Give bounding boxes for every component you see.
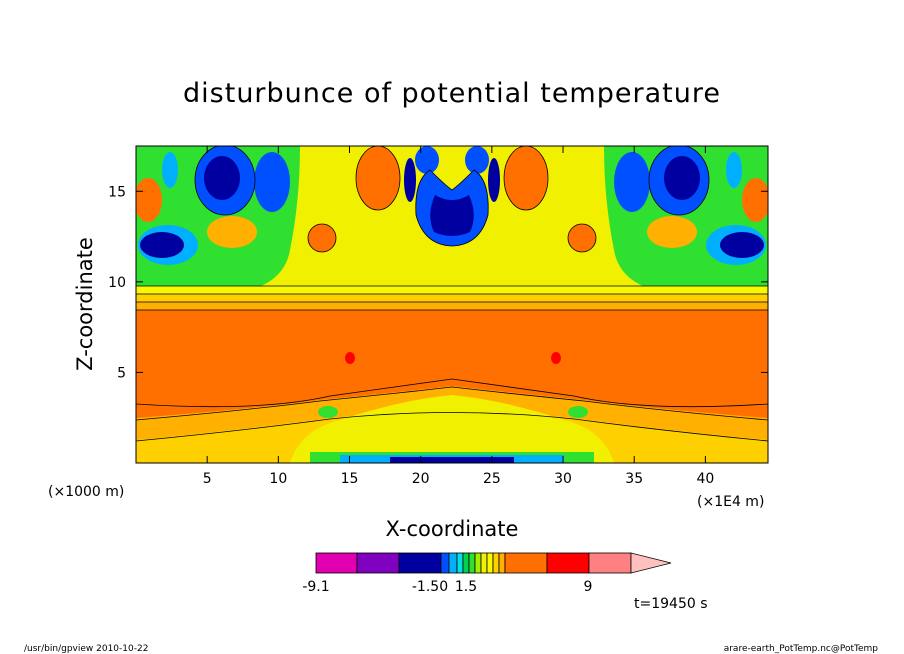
blue-blob-right-2	[614, 152, 650, 212]
blue-blob-center-left	[404, 158, 416, 202]
cyan-blob-right	[726, 152, 742, 188]
yellow-blob-right	[647, 216, 697, 248]
x-tick-label: 40	[696, 471, 714, 487]
colorbar-box	[462, 552, 470, 574]
blue-blob-left-3-core	[140, 232, 184, 258]
y-axis-ticks: 5 10 15	[108, 184, 768, 381]
colorbar-box	[504, 552, 548, 574]
contour-field	[136, 146, 768, 463]
colorbar-label: -9.1	[302, 579, 329, 595]
yellow-blob-left	[207, 216, 257, 248]
x-tick-label: 30	[554, 471, 572, 487]
x-tick-label: 15	[341, 471, 359, 487]
orange-blob-right-edge	[742, 178, 768, 222]
blue-blob-center-top-left	[415, 146, 439, 174]
x-tick-label: 10	[269, 471, 287, 487]
colorbar-label: 1.5	[455, 579, 477, 595]
red-spot-left	[345, 352, 355, 364]
colorbar-box	[474, 552, 482, 574]
colorbar-label: -1.50	[412, 579, 448, 595]
plot-frame	[135, 145, 769, 464]
colorbar-box	[486, 552, 494, 574]
x-axis-label: X-coordinate	[386, 517, 519, 541]
y-tick-label: 10	[108, 275, 126, 291]
chart-title: disturbunce of potential temperature	[183, 78, 721, 109]
x-tick-label: 25	[483, 471, 501, 487]
blue-blob-left-2	[254, 152, 290, 212]
orange-blob-center-right	[504, 146, 548, 210]
blue-blob-center-top-right	[465, 146, 489, 174]
x-tick-label: 20	[412, 471, 430, 487]
colorbar-box	[498, 552, 506, 574]
cyan-blob-left	[162, 152, 178, 188]
time-label: t=19450 s	[634, 596, 708, 612]
y-tick-label: 15	[108, 184, 126, 200]
colorbar-box	[456, 552, 464, 574]
colorbar-box	[546, 552, 590, 574]
colorbar-box	[398, 552, 442, 574]
red-spot-right	[551, 352, 561, 364]
blue-blob-right-3-core	[720, 232, 764, 258]
green-patch-lower-right	[568, 406, 588, 418]
colorbar-arrow	[630, 552, 672, 574]
colorbar-box	[468, 552, 476, 574]
x-tick-label: 5	[203, 471, 212, 487]
orange-blob-left-mid	[308, 224, 336, 252]
lower-central-yellow	[290, 395, 614, 463]
x-unit-right: (×1E4 m)	[697, 494, 764, 510]
blue-blob-left-1-core	[204, 156, 240, 200]
colorbar-box	[440, 552, 450, 574]
y-tick-label: 5	[117, 365, 126, 381]
blue-blob-center-right	[488, 158, 500, 202]
colorbar-labels: -9.1 -1.50 1.5 9	[302, 579, 592, 595]
strat-band-3	[136, 302, 768, 310]
y-axis-label: Z-coordinate	[73, 237, 97, 371]
orange-blob-right-mid	[568, 224, 596, 252]
contour-lines	[136, 146, 768, 442]
orange-blob-center-left	[356, 146, 400, 210]
colorbar-box	[356, 552, 400, 574]
blue-blob-right-1-core	[664, 156, 700, 200]
colorbar-box	[315, 552, 358, 574]
colorbar-box	[588, 552, 632, 574]
footer-right: arare-earth_PotTemp.nc@PotTemp	[724, 644, 879, 654]
colorbar-box	[480, 552, 488, 574]
orange-blob-left-edge	[136, 178, 162, 222]
bottom-blue-strip	[390, 457, 514, 463]
green-patch-lower-left	[318, 406, 338, 418]
colorbar-box	[492, 552, 500, 574]
blue-blob-center-core	[430, 195, 474, 236]
colorbar-label: 9	[584, 579, 593, 595]
x-unit-left: (×1000 m)	[48, 484, 124, 500]
colorbar	[315, 552, 672, 574]
x-axis-ticks: 5 10 15 20 25 30 35 40	[203, 146, 714, 487]
strat-band-2	[136, 294, 768, 302]
strat-band-1	[136, 286, 768, 294]
colorbar-box	[448, 552, 458, 574]
x-tick-label: 35	[625, 471, 643, 487]
footer-left: /usr/bin/gpview 2010-10-22	[24, 644, 148, 654]
